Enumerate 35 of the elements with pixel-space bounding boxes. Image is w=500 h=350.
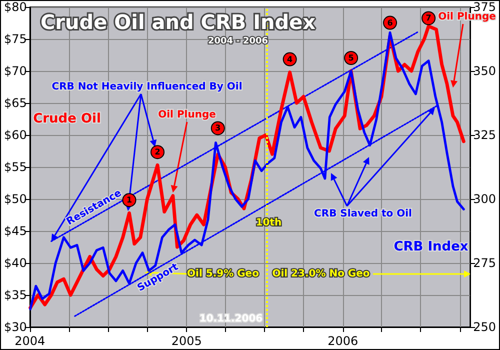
- y-tick-label: $50: [4, 192, 27, 206]
- y-tick-label: $60: [4, 128, 27, 142]
- y-tick-label: $55: [4, 160, 27, 174]
- y-tick-label: $30: [4, 320, 27, 334]
- y-tick-label: $35: [4, 288, 27, 302]
- annotation: Oil 5.9% Geo: [187, 268, 260, 280]
- y-tick-label: $70: [4, 64, 27, 78]
- annotation: 4: [287, 54, 294, 64]
- y2-tick-label: 350: [473, 64, 496, 78]
- text: Crude Oil: [33, 112, 101, 126]
- y-tick-label: $45: [4, 224, 27, 238]
- x-tick-label: 2006: [328, 334, 358, 348]
- text: CRB Index: [394, 240, 469, 254]
- annotation: 3: [215, 124, 221, 133]
- annotation: CRB Slaved to Oil: [314, 208, 412, 220]
- y-tick-label: $40: [4, 256, 27, 270]
- y2-tick-label: 325: [473, 128, 496, 142]
- annotation: 6: [387, 18, 394, 28]
- annotation: CRB Not Heavily Influenced By Oil: [52, 82, 242, 92]
- y-tick-label: $80: [4, 0, 27, 14]
- annotation: 5: [348, 54, 354, 62]
- ref-line-label: 10th: [256, 218, 282, 228]
- x-tick-label: 2005: [171, 334, 202, 348]
- y-tick-label: $75: [4, 32, 27, 46]
- y2-tick-label: 375: [473, 0, 496, 14]
- annotation: 2: [154, 148, 160, 157]
- x-tick-label: 2004: [14, 334, 46, 348]
- annotation: 7: [426, 14, 432, 23]
- annotation: Oil Plunge: [158, 110, 216, 120]
- y-tick-label: $65: [4, 96, 27, 110]
- annotation: 1: [126, 196, 132, 205]
- annotation: Oil 23.0% No Geo: [272, 268, 370, 280]
- y2-tick-label: 300: [473, 192, 496, 206]
- y2-tick-label: 250: [473, 320, 496, 334]
- y2-tick-label: 275: [473, 256, 496, 270]
